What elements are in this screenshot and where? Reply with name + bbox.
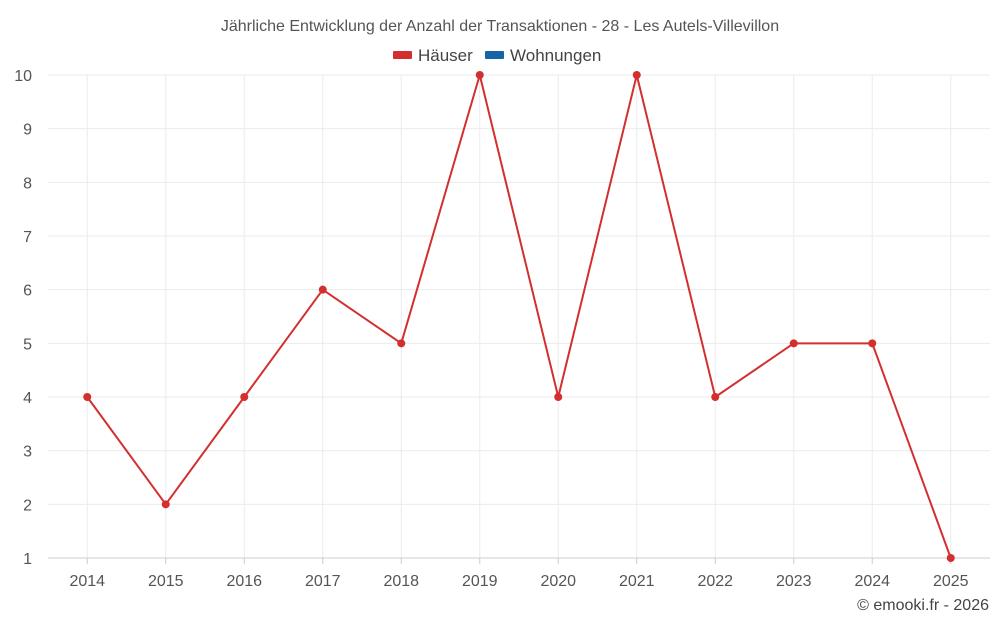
x-tick-label: 2014	[69, 573, 105, 590]
x-tick-label: 2023	[776, 573, 812, 590]
legend-item-haeuser[interactable]: Häuser	[393, 46, 473, 65]
data-point-2024[interactable]	[868, 339, 877, 348]
data-point-2015[interactable]	[161, 500, 170, 509]
x-tick-label: 2018	[383, 573, 419, 590]
y-tick-label: 3	[23, 444, 32, 461]
x-tick-label: 2015	[148, 573, 184, 590]
y-gridlines	[48, 74, 990, 559]
y-tick-label: 9	[23, 122, 32, 139]
series-layer	[83, 71, 955, 562]
data-point-2014[interactable]	[83, 393, 92, 401]
x-tick-label: 2016	[226, 573, 262, 590]
data-point-2021[interactable]	[632, 71, 641, 79]
y-tick-label: 7	[23, 229, 32, 246]
y-tick-label: 6	[23, 283, 32, 300]
y-tick-label: 1	[23, 551, 32, 568]
data-point-2019[interactable]	[475, 71, 484, 79]
series-line-haeuser	[86, 74, 952, 559]
y-tick-label: 5	[23, 336, 32, 353]
legend-item-wohnungen[interactable]: Wohnungen	[485, 46, 601, 65]
y-tick-label: 10	[14, 68, 32, 85]
data-point-2016[interactable]	[240, 393, 249, 401]
legend-label-haeuser: Häuser	[418, 46, 473, 65]
data-point-2017[interactable]	[318, 285, 327, 294]
x-tick-label: 2021	[619, 573, 655, 590]
y-axis-ticks: 1 2 3 4 5 6 7 8 9 10	[14, 68, 32, 568]
x-axis-ticks: 2014 2015 2016 2017 2018 2019 2020 2021 2022 2023…	[69, 558, 969, 590]
x-tick-label: 2024	[854, 573, 890, 590]
chart-title: Jährliche Entwicklung der Anzahl der Tra…	[221, 18, 779, 35]
y-tick-label: 8	[23, 175, 32, 192]
y-tick-label: 4	[23, 390, 32, 407]
x-tick-label: 2017	[305, 573, 341, 590]
data-point-2018[interactable]	[397, 339, 406, 348]
x-tick-label: 2025	[933, 573, 969, 590]
legend: Häuser Wohnungen	[393, 46, 601, 65]
data-point-2020[interactable]	[554, 393, 563, 401]
data-point-2025[interactable]	[946, 554, 955, 562]
data-point-2023[interactable]	[789, 339, 798, 348]
x-tick-label: 2020	[540, 573, 576, 590]
x-tick-label: 2022	[697, 573, 733, 590]
y-tick-label: 2	[23, 497, 32, 514]
legend-swatch-haeuser	[393, 51, 412, 59]
legend-label-wohnungen: Wohnungen	[510, 46, 601, 65]
x-gridlines	[86, 75, 952, 558]
credit-text: © emooki.fr - 2026	[857, 597, 989, 614]
x-tick-label: 2019	[462, 573, 498, 590]
data-point-2022[interactable]	[711, 393, 720, 401]
legend-swatch-wohnungen	[485, 51, 504, 59]
